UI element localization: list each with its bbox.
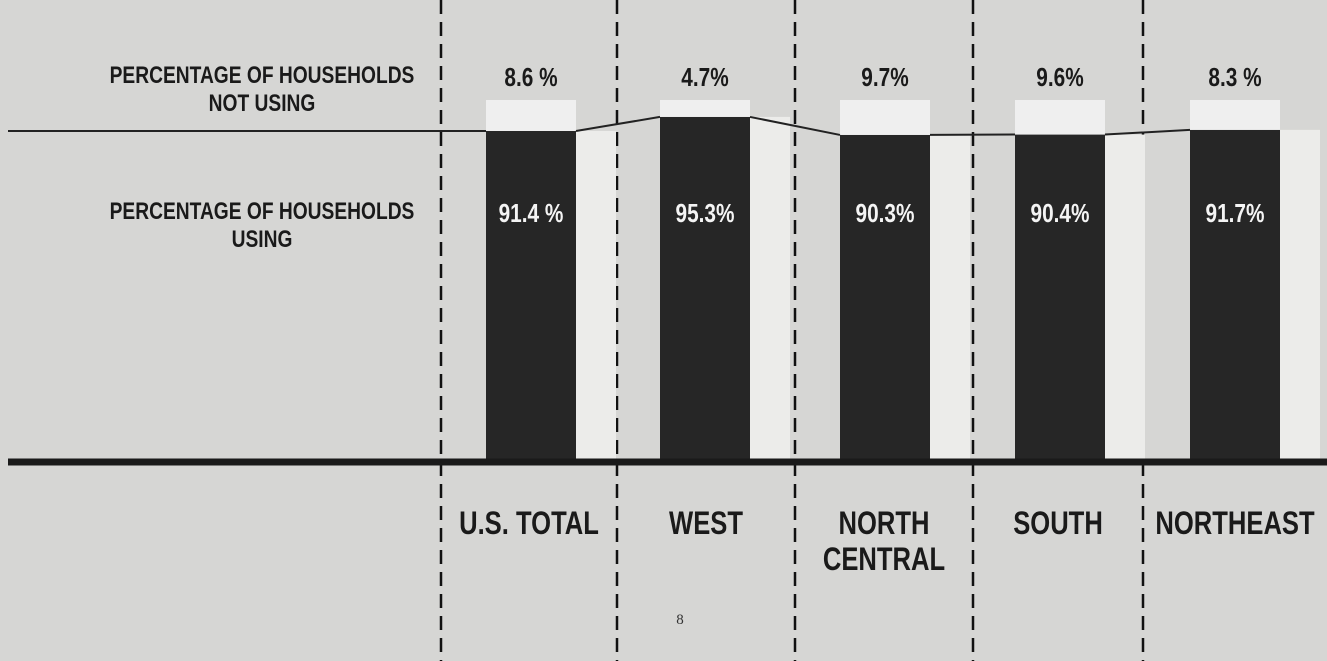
- x-tick-label: WEST: [669, 505, 743, 541]
- legend-label: PERCENTAGE OF HOUSEHOLDS USING: [109, 198, 415, 253]
- value-label: 90.3%: [855, 198, 915, 228]
- value-label: 9.7%: [861, 62, 909, 92]
- bar-shade: [1280, 129, 1320, 460]
- value-label: 8.3 %: [1208, 62, 1262, 92]
- legend-label: PERCENTAGE OF HOUSEHOLDS NOT USING: [109, 62, 415, 117]
- x-tick-label: SOUTH: [1013, 505, 1103, 541]
- bar: [840, 100, 930, 135]
- bar-shade: [1105, 134, 1145, 460]
- bar: [660, 116, 750, 461]
- value-label: 90.4%: [1030, 198, 1090, 228]
- bar: [1015, 100, 1105, 135]
- bar: [1015, 134, 1105, 460]
- x-tick-label: NORTHEAST: [1155, 505, 1315, 541]
- bar-shade: [930, 134, 970, 461]
- x-tick-label: NORTH CENTRAL: [822, 505, 946, 577]
- value-label: 9.6%: [1036, 62, 1084, 92]
- value-label: 95.3%: [675, 198, 735, 228]
- value-label: 4.7%: [681, 62, 729, 92]
- value-label: 91.7%: [1205, 198, 1265, 228]
- bar: [486, 130, 576, 460]
- bar: [1190, 129, 1280, 460]
- value-label: 8.6 %: [504, 62, 558, 92]
- bar: [660, 100, 750, 117]
- bar-shade: [750, 116, 790, 461]
- page-number: 8: [676, 612, 684, 628]
- bar: [840, 134, 930, 461]
- bar: [1190, 100, 1280, 130]
- bar: [486, 100, 576, 131]
- bar-shade: [576, 130, 616, 460]
- value-label: 91.4 %: [498, 198, 564, 228]
- x-tick-label: U.S. TOTAL: [459, 505, 599, 541]
